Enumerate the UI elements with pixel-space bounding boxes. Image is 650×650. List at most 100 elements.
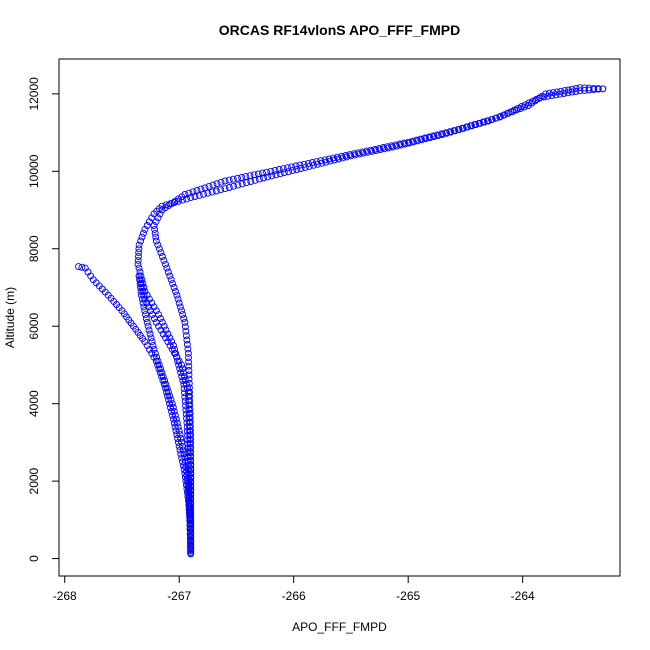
data-point: [400, 139, 408, 147]
data-point: [168, 400, 176, 408]
data-point: [178, 307, 185, 315]
data-point: [175, 299, 183, 307]
data-point: [186, 388, 193, 396]
data-point: [185, 358, 193, 366]
data-point: [138, 295, 146, 303]
data-point: [162, 334, 169, 342]
data-point: [308, 159, 316, 166]
data-point: [187, 533, 195, 541]
data-point: [565, 86, 572, 94]
data-point: [151, 349, 159, 357]
data-point: [164, 330, 172, 338]
data-point: [300, 160, 308, 168]
data-point: [187, 469, 195, 477]
data-point: [208, 188, 216, 196]
data-point: [187, 503, 195, 511]
data-point: [529, 97, 537, 105]
data-point: [187, 448, 195, 455]
data-point: [157, 315, 164, 322]
data-point: [185, 362, 193, 370]
data-point: [145, 326, 153, 334]
data-points: [75, 84, 607, 558]
data-point: [172, 287, 179, 295]
data-point: [238, 174, 246, 181]
data-point: [263, 168, 271, 176]
y-axis-label: Altitude (m): [3, 287, 17, 348]
data-point: [383, 143, 391, 151]
data-point: [454, 125, 462, 133]
data-point: [181, 393, 189, 401]
data-point: [209, 181, 217, 189]
y-tick-label: 6000: [27, 313, 41, 340]
data-point: [179, 311, 187, 319]
data-point: [78, 263, 86, 271]
data-point: [176, 365, 184, 373]
data-point: [172, 415, 180, 423]
data-point: [154, 241, 162, 249]
data-point: [172, 427, 180, 435]
data-point: [145, 218, 153, 226]
data-point: [148, 349, 156, 357]
data-point: [463, 123, 470, 131]
data-point: [354, 149, 362, 157]
data-point: [433, 131, 441, 139]
data-point: [507, 108, 515, 116]
data-point: [167, 276, 175, 284]
data-point: [225, 176, 233, 184]
data-point: [187, 490, 195, 498]
data-point: [185, 189, 193, 197]
data-point: [179, 365, 186, 373]
data-point: [186, 422, 194, 430]
data-point: [155, 361, 163, 369]
data-point: [169, 280, 177, 288]
data-point: [264, 173, 272, 181]
data-point: [150, 303, 158, 311]
data-point: [187, 431, 195, 439]
data-point: [158, 202, 166, 210]
data-point: [137, 237, 145, 245]
data-point: [205, 182, 213, 190]
data-point: [217, 178, 225, 186]
data-point: [225, 184, 233, 191]
data-point: [177, 435, 185, 442]
data-point: [143, 318, 151, 326]
data-point: [271, 166, 279, 174]
data-point: [187, 456, 195, 464]
data-point: [342, 152, 350, 159]
data-point: [135, 253, 142, 260]
x-tick-label: -268: [53, 589, 77, 603]
data-point: [166, 272, 174, 280]
data-point: [166, 334, 174, 342]
data-point: [267, 167, 275, 175]
data-point: [164, 388, 172, 396]
data-point: [179, 376, 187, 384]
data-point: [160, 322, 168, 330]
data-point: [438, 130, 445, 138]
data-point: [176, 303, 184, 311]
data-point: [556, 90, 564, 98]
data-point: [289, 167, 297, 175]
data-point: [599, 85, 607, 93]
data-point: [141, 295, 149, 303]
data-point: [170, 284, 178, 291]
data-point: [243, 179, 250, 187]
data-point: [189, 188, 197, 196]
data-point: [170, 415, 177, 423]
data-point: [156, 210, 164, 218]
data-point: [379, 144, 387, 151]
data-point: [417, 135, 425, 143]
data-point: [317, 157, 325, 165]
data-point: [186, 418, 194, 426]
data-point: [181, 318, 189, 326]
data-point: [375, 144, 383, 152]
data-point: [186, 414, 194, 422]
data-point: [284, 164, 291, 172]
data-point: [171, 345, 178, 353]
data-point: [346, 151, 354, 159]
data-point: [213, 180, 221, 188]
data-point: [280, 169, 288, 177]
data-point: [140, 291, 148, 299]
data-point: [471, 121, 479, 128]
data-point: [158, 206, 166, 214]
data-point: [518, 103, 526, 110]
